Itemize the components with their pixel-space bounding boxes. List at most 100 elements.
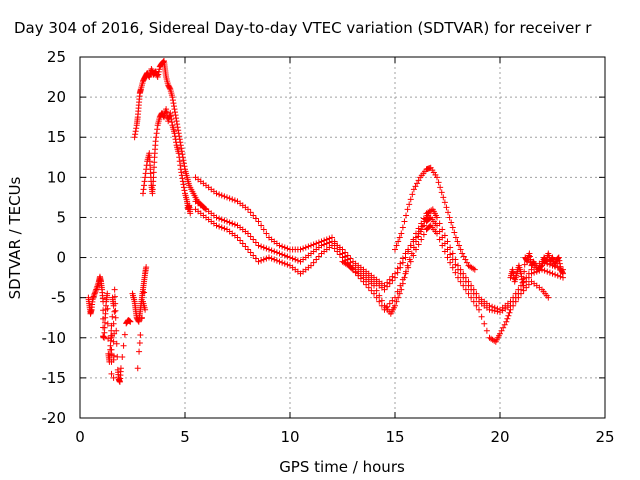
data-point [268,247,275,254]
data-point [315,239,322,246]
data-point [245,246,251,253]
data-point [231,221,238,228]
data-point [348,265,355,272]
data-point [554,272,561,279]
data-point [470,298,477,305]
series-peak-trace-lower [140,106,194,217]
data-point [555,254,562,261]
x-tick-label: 20 [490,428,509,446]
data-point [120,342,127,349]
y-tick-label: -20 [42,409,67,427]
data-point [546,269,553,276]
data-point [449,250,456,257]
data-point [313,240,320,247]
data-point [108,370,115,377]
data-point [148,66,155,73]
data-point [160,58,167,65]
axes [79,56,606,419]
data-point [462,278,469,285]
data-point [154,74,161,81]
data-point [221,217,228,224]
data-point [111,330,118,337]
data-point [454,238,461,245]
data-point [392,302,398,309]
data-point [174,121,181,128]
data-point [178,145,185,152]
data-point [331,245,338,252]
data-point [457,270,464,277]
data-point [237,237,244,244]
data-point [271,256,278,263]
data-point [247,233,254,240]
data-point [363,281,370,288]
data-point [551,262,558,269]
data-point [376,292,383,299]
data-point [112,300,119,307]
data-point [276,242,283,249]
data-point [155,71,162,78]
data-point [260,226,267,233]
data-point [455,274,461,281]
data-point [526,250,533,257]
data-point [92,289,99,296]
data-point [396,290,403,297]
y-axis-label: SDTVAR / TECUs [6,176,24,299]
data-point [176,154,183,161]
data-point [504,315,511,322]
data-point [525,274,532,281]
data-point [399,255,406,262]
data-point [507,306,514,313]
data-point [371,290,377,297]
data-point [110,320,117,327]
data-point [119,354,126,361]
data-point [180,157,187,164]
data-point [112,314,119,321]
data-point [395,238,402,245]
data-point [167,113,174,120]
data-point [437,184,444,191]
y-tick-label: 20 [47,88,66,106]
data-point [166,85,173,92]
data-point [181,163,188,170]
y-tick-labels: -20 -15 -10 -5 0 5 10 15 20 25 [42,48,67,427]
x-tick-labels: 0 5 10 15 20 25 [75,428,614,446]
data-point [292,256,299,263]
data-point [104,305,111,312]
data-point [221,225,228,232]
data-point [140,190,146,197]
data-point [109,313,116,320]
data-point [523,284,530,291]
data-point [255,242,262,249]
data-point [284,253,291,260]
data-point [169,94,176,101]
data-point [494,308,501,315]
data-point [546,261,553,268]
data-point [406,201,413,208]
data-point [250,252,257,259]
data-point [273,257,280,264]
data-point [171,130,178,137]
data-point [226,219,233,226]
y-tick-label: 25 [47,48,66,66]
data-point [180,160,187,167]
data-point [172,136,179,143]
data-point [460,253,467,260]
data-point [260,244,267,251]
series-peak-trace-upper [131,58,209,213]
data-point [179,178,186,185]
data-point [110,352,117,359]
data-point [113,340,120,347]
data-point [315,253,322,260]
data-point [100,307,107,314]
y-tick-label: 5 [56,208,66,226]
data-point [397,260,404,267]
grid [80,57,605,418]
data-point [173,118,180,125]
data-point [179,175,186,182]
data-point [473,294,480,301]
data-point [107,337,114,344]
data-point [381,282,388,289]
data-point [451,229,458,236]
data-point [441,248,448,255]
data-point [415,177,422,184]
